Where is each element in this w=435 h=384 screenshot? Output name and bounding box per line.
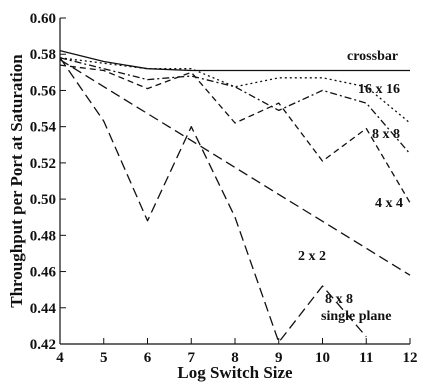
label-16x16: 16 x 16: [358, 82, 400, 97]
y-tick-label: 0.60: [30, 11, 56, 27]
x-tick-label: 12: [403, 350, 418, 366]
label-4x4: 4 x 4: [375, 196, 403, 211]
x-tick-label: 9: [275, 350, 283, 366]
y-axis-title: Throughput per Port at Saturation: [7, 54, 26, 308]
x-tick-label: 4: [56, 350, 64, 366]
ticks: 4 5 6 7 8 9 10 11 12 0.42 0.44 0.46 0.48 0.50 0.52 0.54…: [30, 11, 418, 366]
x-tick-label: 11: [359, 350, 373, 366]
label-2x2: 2 x 2: [298, 249, 326, 264]
series-layer: [59, 49, 411, 343]
y-tick-label: 0.56: [30, 83, 57, 99]
y-tick-label: 0.58: [30, 47, 56, 63]
label-8x8: 8 x 8: [372, 127, 400, 142]
axes: [59, 18, 410, 345]
x-axis-title: Log Switch Size: [177, 363, 293, 382]
series-line-crossbar: [59, 49, 410, 72]
y-tick-label: 0.54: [30, 120, 57, 136]
y-tick-label: 0.44: [30, 301, 57, 317]
label-8x8-single-plane-line1: 8 x 8: [325, 292, 353, 307]
y-tick-label: 0.52: [30, 156, 56, 172]
y-tick-label: 0.48: [30, 228, 56, 244]
series-line-4-x-4: [59, 64, 411, 204]
x-tick-label: 8: [231, 350, 239, 366]
label-8x8-single-plane-line2: single plane: [321, 309, 391, 324]
label-crossbar: crossbar: [347, 49, 398, 64]
series-line-8-x-8-single-plane: [59, 57, 367, 343]
x-tick-label: 5: [100, 350, 108, 366]
x-tick-label: 10: [315, 350, 330, 366]
y-tick-label: 0.42: [30, 337, 56, 353]
y-tick-label: 0.50: [30, 192, 56, 208]
y-tick-label: 0.46: [30, 265, 57, 281]
x-tick-label: 7: [188, 350, 196, 366]
series-line-8-x-8: [59, 57, 411, 155]
series-line-2-x-2: [59, 59, 411, 276]
x-tick-label: 6: [144, 350, 152, 366]
